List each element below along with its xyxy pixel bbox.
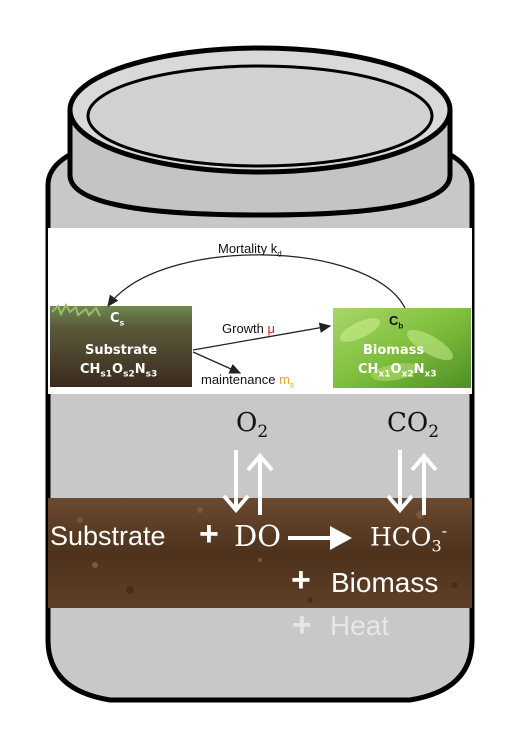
jar-lid-inner <box>86 64 434 168</box>
biomass-name: Biomass <box>363 343 425 358</box>
substrate-formula: CHs1Os2Ns3 <box>80 362 158 380</box>
oxygen-gas-label: O2 <box>236 408 269 443</box>
substrate-photo <box>50 306 192 387</box>
biomass-formula: CHx1Ox2Nx3 <box>358 362 437 380</box>
reaction-plus-2: + <box>291 561 311 599</box>
soil-band <box>48 498 472 608</box>
o2-exchange-arrows <box>222 450 274 515</box>
reaction-bicarbonate: HCO3- <box>370 521 448 556</box>
substrate-concentration: Cs <box>110 311 125 328</box>
reaction-arrow <box>288 526 352 550</box>
maintenance-label: maintenance ms <box>201 372 294 390</box>
reaction-heat: Heat <box>330 610 390 641</box>
maintenance-arrow <box>192 351 242 374</box>
substrate-name: Substrate <box>85 343 158 358</box>
reaction-plus-3: + <box>292 606 312 644</box>
growth-label: Growth μ <box>222 321 276 336</box>
reaction-biomass: Biomass <box>331 567 439 598</box>
mortality-arrow <box>107 254 406 309</box>
reaction-dissolved-oxygen: DO <box>234 519 282 553</box>
growth-arrow <box>192 322 332 351</box>
reaction-plus-1: + <box>199 515 219 553</box>
biomass-concentration: Cb <box>389 313 404 331</box>
mortality-label: Mortality kd <box>218 241 282 259</box>
reaction-substrate: Substrate <box>50 521 166 551</box>
carbon-dioxide-gas-label: CO2 <box>387 408 440 443</box>
co2-exchange-arrows <box>386 450 438 515</box>
